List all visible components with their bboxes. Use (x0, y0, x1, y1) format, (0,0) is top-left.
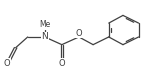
Text: Me: Me (39, 20, 50, 29)
Text: O: O (59, 59, 65, 68)
Text: O: O (4, 59, 10, 68)
Text: N: N (41, 32, 48, 41)
Text: O: O (76, 29, 82, 38)
